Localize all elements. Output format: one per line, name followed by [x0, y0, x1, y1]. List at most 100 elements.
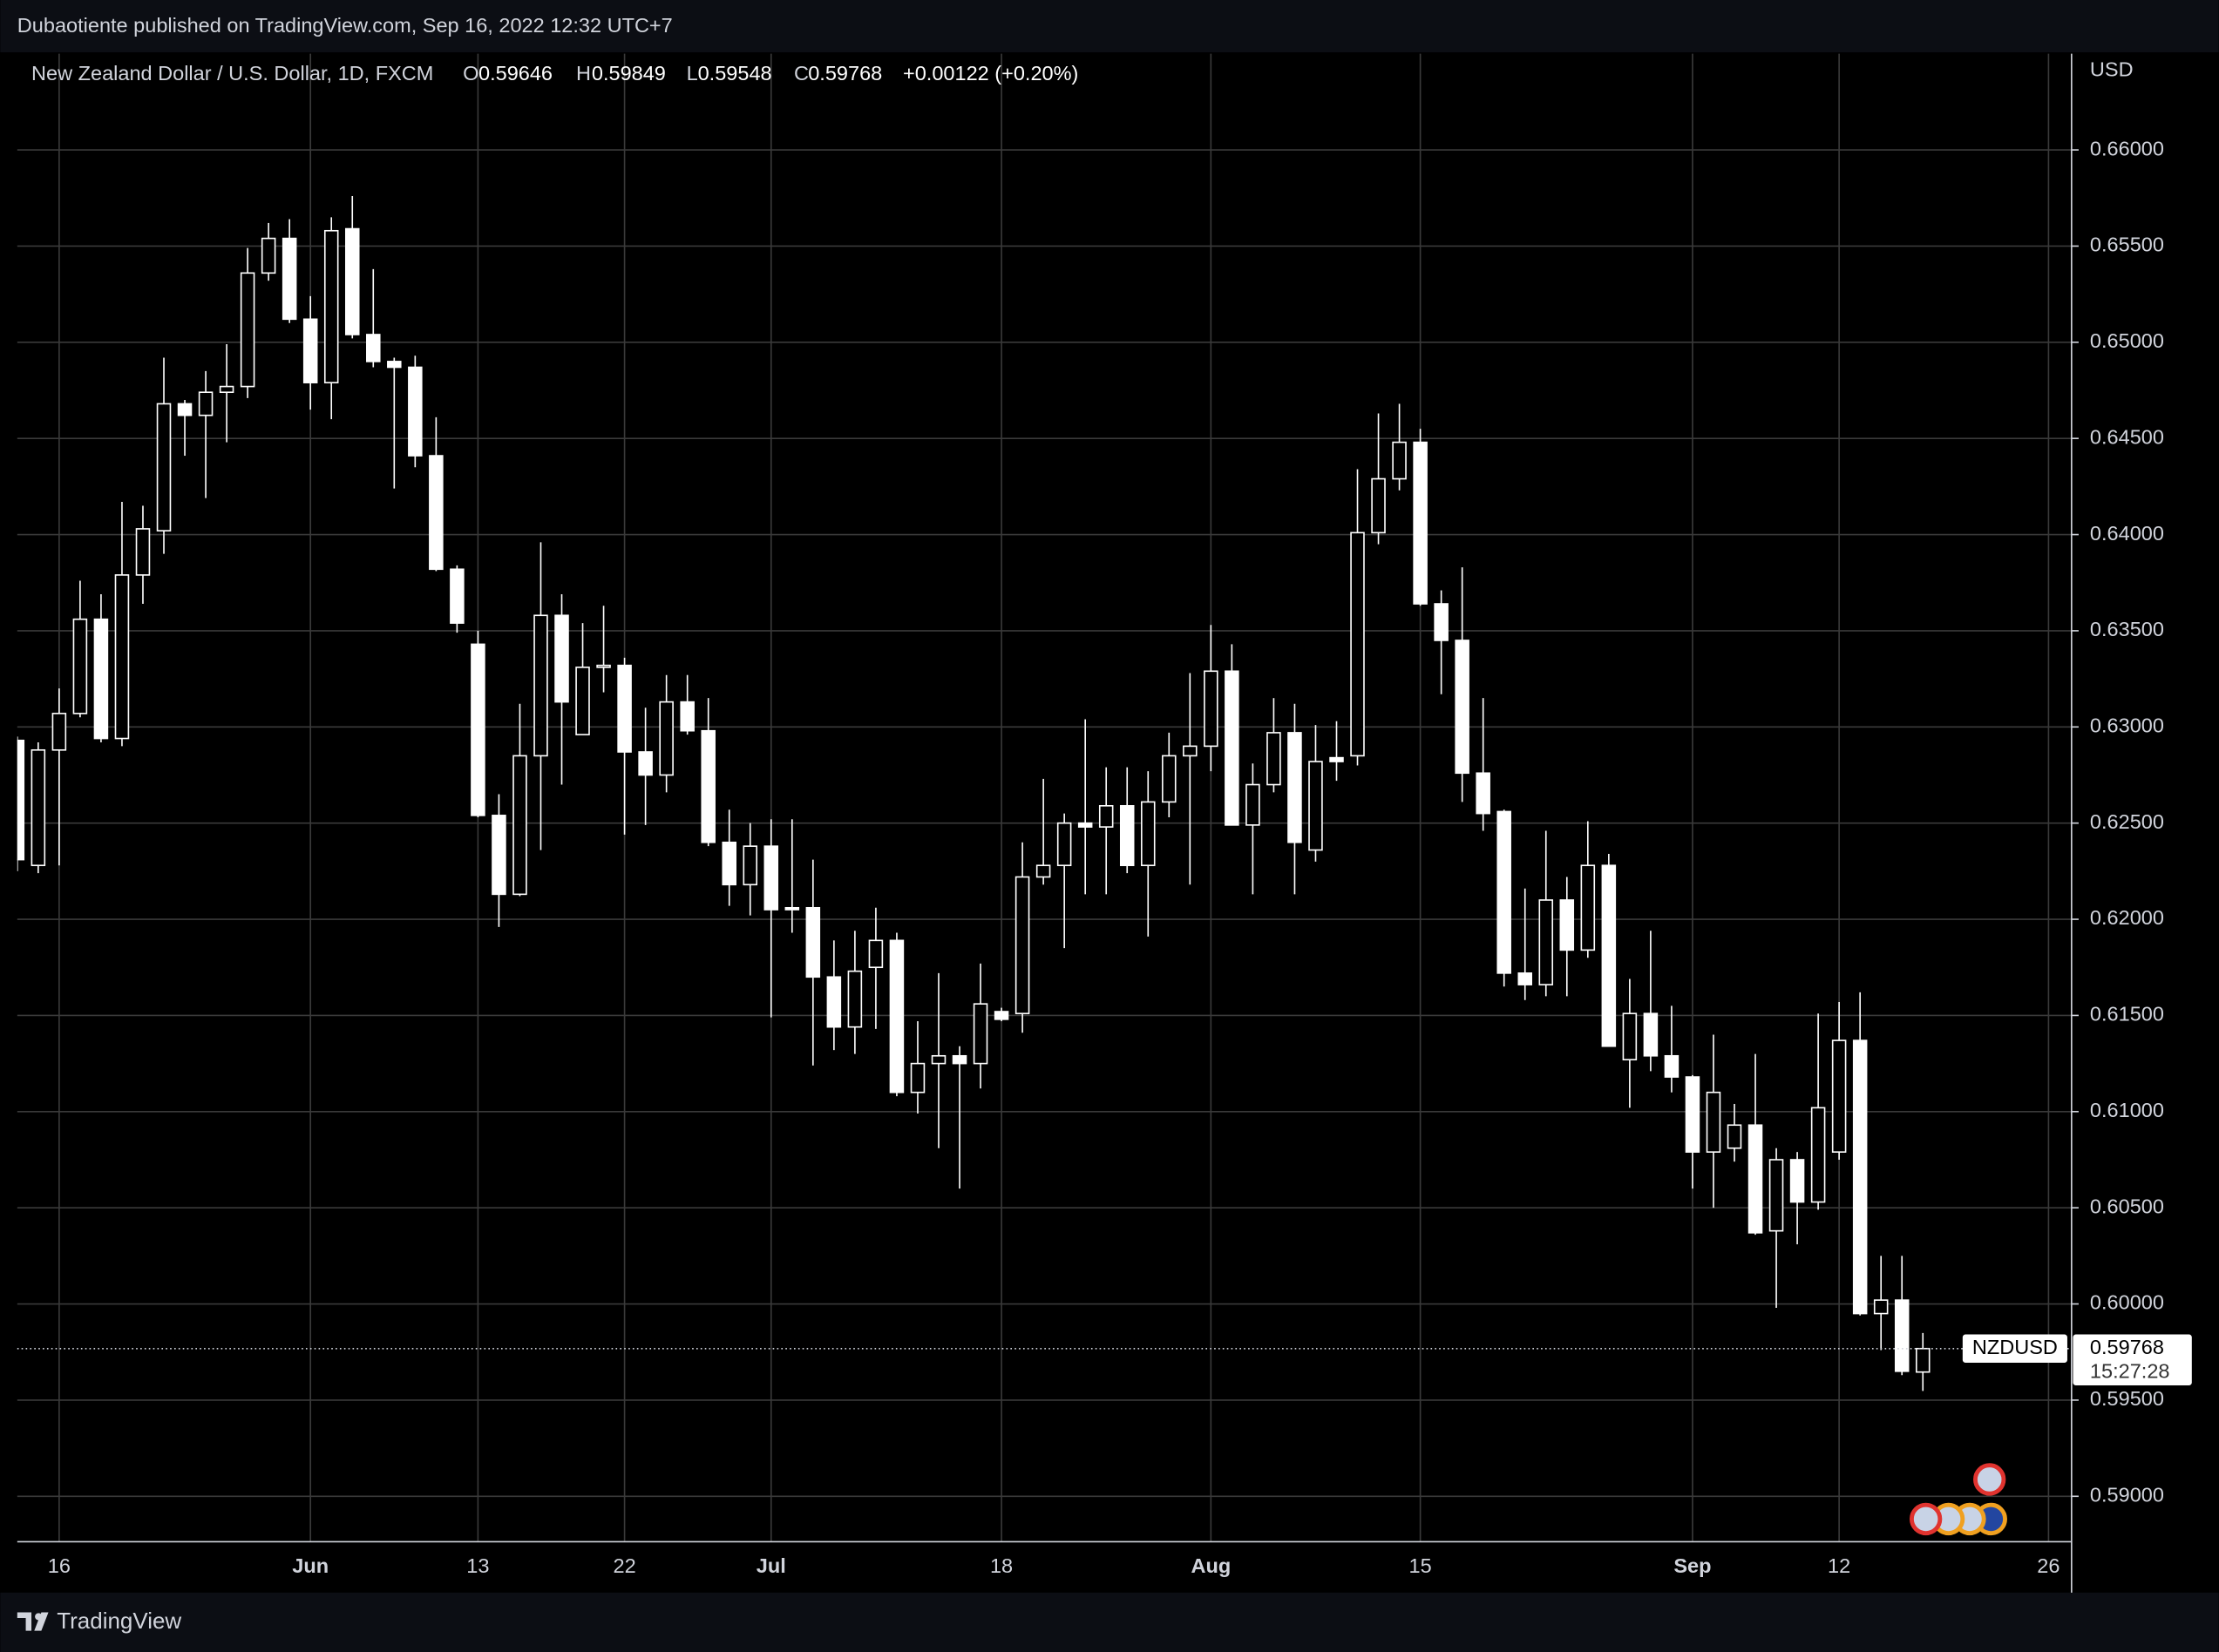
- candle-body: [1183, 745, 1198, 757]
- change-label: +0.00122 (+0.20%): [903, 62, 1078, 85]
- candle-body: [156, 403, 172, 531]
- y-tick-label: 0.61000: [2090, 1099, 2164, 1121]
- candle-body: [1768, 1159, 1784, 1232]
- candle-body: [1622, 1012, 1638, 1061]
- ohlc-value: 0.59646: [478, 62, 553, 85]
- x-tick-label: 13: [466, 1554, 489, 1577]
- candle-body: [1455, 640, 1469, 775]
- footer-bar: [0, 1592, 2219, 1652]
- currency-label: USD: [2090, 58, 2134, 80]
- candle-body: [1077, 822, 1093, 828]
- candle-body: [93, 618, 109, 740]
- candle-body: [701, 729, 716, 843]
- candle-body: [429, 455, 444, 571]
- candle-body: [1329, 756, 1344, 762]
- candle-body: [17, 739, 25, 861]
- y-tick-label: 0.60500: [2090, 1195, 2164, 1217]
- candle-body: [1664, 1054, 1680, 1078]
- y-tick-label: 0.66000: [2090, 137, 2164, 159]
- candle-body: [114, 574, 130, 740]
- x-tick-label: 16: [48, 1554, 71, 1577]
- candle-body: [408, 366, 423, 457]
- candle-body: [135, 528, 151, 576]
- candle-body: [1810, 1107, 1826, 1203]
- candle-body: [1287, 732, 1302, 843]
- candle-body: [1496, 810, 1511, 974]
- candle-body: [1266, 732, 1281, 786]
- y-tick-label: 0.59000: [2090, 1484, 2164, 1506]
- y-tick-label: 0.60000: [2090, 1291, 2164, 1314]
- candle-body: [450, 568, 465, 624]
- candle-body: [1831, 1039, 1847, 1153]
- x-tick-label: Aug: [1191, 1554, 1231, 1577]
- candle-body: [554, 614, 569, 703]
- candle-body: [1119, 804, 1135, 867]
- candle-body: [575, 667, 590, 735]
- candle-body: [72, 618, 88, 714]
- candle-body: [344, 227, 360, 335]
- y-tick-label: 0.65500: [2090, 234, 2164, 256]
- candle-body: [1098, 804, 1114, 828]
- candle-body: [1727, 1124, 1742, 1149]
- ohlc-letter: C: [794, 62, 809, 85]
- candle-body: [198, 391, 214, 416]
- candle-body: [931, 1054, 947, 1065]
- candle-body: [177, 403, 193, 416]
- symbol-tag-label: NZDUSD: [1972, 1336, 2058, 1358]
- y-tick-label: 0.63000: [2090, 714, 2164, 737]
- candle-body: [784, 906, 800, 911]
- candle-body: [910, 1062, 926, 1093]
- candle-body: [1413, 441, 1428, 605]
- symbol-tag: [1962, 1334, 2067, 1363]
- candles: [17, 196, 1931, 1391]
- candle-body: [282, 237, 297, 321]
- brand-logo: [17, 1612, 49, 1631]
- x-tick-label: 22: [614, 1554, 636, 1577]
- candle-body: [763, 845, 779, 911]
- x-tick-label: 26: [2037, 1554, 2060, 1577]
- symbol-title: New Zealand Dollar / U.S. Dollar, 1D, FX…: [31, 62, 433, 85]
- candle-body: [492, 815, 506, 896]
- ohlc-value: 0.59768: [808, 62, 882, 85]
- y-tick-label: 0.64000: [2090, 522, 2164, 545]
- x-tick-label: 18: [990, 1554, 1013, 1577]
- candle-body: [722, 841, 736, 886]
- candle-body: [1434, 603, 1449, 641]
- candle-body: [1141, 801, 1156, 867]
- x-tick-label: 12: [1828, 1554, 1850, 1577]
- candle-body: [533, 614, 548, 757]
- candle-body: [1685, 1076, 1700, 1153]
- candle-body: [973, 1003, 988, 1065]
- event-flags: [1909, 1463, 2007, 1536]
- candle-body: [1517, 972, 1533, 985]
- candle-body: [680, 701, 695, 732]
- candle-body: [805, 906, 821, 978]
- candle-body: [1056, 822, 1072, 867]
- countdown: 15:27:28: [2090, 1360, 2170, 1383]
- price-tag-value: 0.59768: [2090, 1336, 2164, 1358]
- candle-body: [1601, 864, 1617, 1047]
- candle-body: [952, 1054, 967, 1065]
- candle-body: [219, 385, 234, 394]
- candle-body: [1350, 531, 1365, 757]
- candle-body: [1915, 1347, 1931, 1373]
- candle-body: [323, 229, 339, 383]
- ohlc-value: 0.59548: [698, 62, 772, 85]
- candle-body: [1392, 441, 1407, 480]
- candle-body: [868, 939, 884, 969]
- y-tick-label: 0.62000: [2090, 906, 2164, 929]
- y-tick-label: 0.65000: [2090, 329, 2164, 352]
- candle-body: [1035, 864, 1051, 878]
- candle-body: [261, 237, 276, 274]
- header-bar: [0, 0, 2219, 53]
- price-tag: [2073, 1334, 2192, 1385]
- x-tick-label: Jun: [292, 1554, 329, 1577]
- candle-body: [1308, 761, 1323, 851]
- candle-body: [1014, 876, 1030, 1015]
- candle-body: [1706, 1091, 1721, 1153]
- y-tick-label: 0.61500: [2090, 1003, 2164, 1026]
- candle-body: [366, 334, 381, 362]
- candle-body: [1747, 1124, 1763, 1234]
